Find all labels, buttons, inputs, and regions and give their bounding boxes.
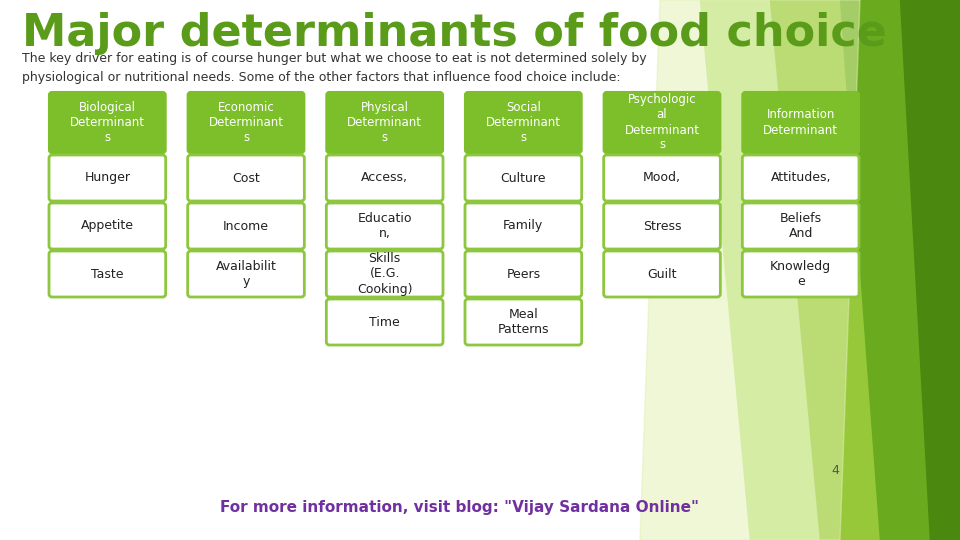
Text: Taste: Taste (91, 267, 124, 280)
FancyBboxPatch shape (326, 299, 443, 345)
FancyBboxPatch shape (49, 203, 166, 249)
FancyBboxPatch shape (604, 92, 720, 153)
Text: Social
Determinant
s: Social Determinant s (486, 101, 561, 144)
Text: Psychologic
al
Determinant
s: Psychologic al Determinant s (625, 93, 700, 152)
FancyBboxPatch shape (465, 251, 582, 297)
Text: Time: Time (370, 315, 400, 328)
FancyBboxPatch shape (742, 92, 859, 153)
FancyBboxPatch shape (187, 92, 304, 153)
Polygon shape (840, 0, 960, 540)
Text: Guilt: Guilt (647, 267, 677, 280)
Text: The key driver for eating is of course hunger but what we choose to eat is not d: The key driver for eating is of course h… (22, 52, 647, 84)
FancyBboxPatch shape (187, 251, 304, 297)
FancyBboxPatch shape (742, 203, 859, 249)
FancyBboxPatch shape (49, 92, 166, 153)
FancyBboxPatch shape (604, 155, 720, 201)
Text: Skills
(E.G.
Cooking): Skills (E.G. Cooking) (357, 253, 413, 295)
Text: Stress: Stress (643, 219, 682, 233)
Text: Income: Income (223, 219, 269, 233)
FancyBboxPatch shape (465, 299, 582, 345)
Text: Family: Family (503, 219, 543, 233)
Polygon shape (700, 0, 960, 540)
Text: Physical
Determinant
s: Physical Determinant s (348, 101, 422, 144)
Text: Availabilit
y: Availabilit y (216, 260, 276, 288)
FancyBboxPatch shape (465, 92, 582, 153)
Text: Access,: Access, (361, 172, 408, 185)
Text: For more information, visit blog: "Vijay Sardana Online": For more information, visit blog: "Vijay… (221, 500, 700, 515)
Text: Meal
Patterns: Meal Patterns (497, 308, 549, 336)
FancyBboxPatch shape (604, 203, 720, 249)
Polygon shape (770, 0, 960, 540)
Text: Economic
Determinant
s: Economic Determinant s (208, 101, 283, 144)
FancyBboxPatch shape (326, 92, 443, 153)
FancyBboxPatch shape (187, 155, 304, 201)
Text: Attitudes,: Attitudes, (771, 172, 831, 185)
Text: Culture: Culture (500, 172, 546, 185)
FancyBboxPatch shape (326, 203, 443, 249)
Text: 4: 4 (831, 463, 839, 476)
FancyBboxPatch shape (604, 251, 720, 297)
Polygon shape (640, 0, 860, 540)
Text: Knowledg
e: Knowledg e (770, 260, 831, 288)
FancyBboxPatch shape (326, 251, 443, 297)
Polygon shape (900, 0, 960, 540)
FancyBboxPatch shape (465, 203, 582, 249)
Text: Biological
Determinant
s: Biological Determinant s (70, 101, 145, 144)
Text: Educatio
n,: Educatio n, (357, 212, 412, 240)
Text: Hunger: Hunger (84, 172, 131, 185)
Text: Cost: Cost (232, 172, 260, 185)
Text: Beliefs
And: Beliefs And (780, 212, 822, 240)
Text: Mood,: Mood, (643, 172, 681, 185)
FancyBboxPatch shape (742, 251, 859, 297)
FancyBboxPatch shape (465, 155, 582, 201)
FancyBboxPatch shape (49, 155, 166, 201)
Text: Appetite: Appetite (81, 219, 133, 233)
FancyBboxPatch shape (187, 203, 304, 249)
FancyBboxPatch shape (742, 155, 859, 201)
Text: Information
Determinant: Information Determinant (763, 109, 838, 137)
Text: Peers: Peers (506, 267, 540, 280)
FancyBboxPatch shape (49, 251, 166, 297)
Text: Major determinants of food choice: Major determinants of food choice (22, 12, 887, 55)
FancyBboxPatch shape (326, 155, 443, 201)
